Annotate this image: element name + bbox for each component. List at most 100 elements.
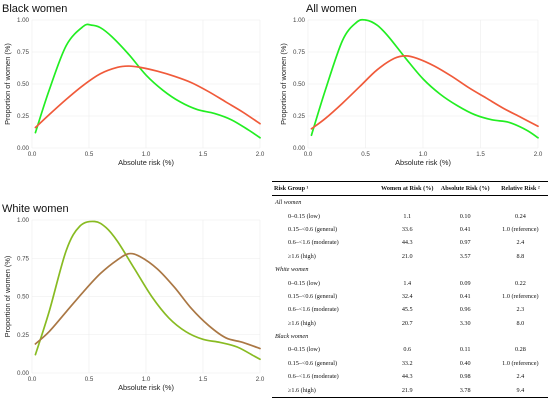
table-row: 0.6–<1.6 (moderate) 44.3 0.98 2.4 — [272, 370, 548, 383]
y-tick-label: 0.75 — [17, 255, 30, 262]
table-section-row: White women — [272, 263, 548, 276]
table-cell: 0.09 — [459, 279, 471, 287]
table-row: 0–0.15 (low) 0.6 0.11 0.28 — [272, 343, 548, 356]
chart-title: White women — [2, 203, 69, 215]
table-cell: 0.6 — [403, 346, 412, 354]
y-tick-label: 0.75 — [293, 49, 306, 56]
table-cell: 3.57 — [459, 252, 471, 260]
chart-white-women: 0.00 0.25 0.50 0.75 1.00 0.0 0.5 1.0 1.5 2.0 White… — [0, 192, 272, 403]
y-axis-label: Proportion of women (%) — [279, 43, 288, 125]
table-row: 0.6–<1.6 (moderate) 44.3 0.97 2.4 — [272, 236, 548, 249]
y-tick-label: 0.25 — [293, 113, 306, 120]
chart-svg-black-women: 0.00 0.25 0.50 0.75 1.00 0.0 0.5 1.0 1.5 2.0 Black… — [2, 3, 265, 167]
chart-title: All women — [306, 3, 357, 15]
y-tick-label: 0.00 — [17, 145, 30, 152]
chart-all-women: 0.00 0.25 0.50 0.75 1.00 0.0 0.5 1.0 1.5 2.0 All w… — [276, 0, 550, 178]
table-cell: 0.41 — [459, 292, 471, 300]
x-tick-label: 1.5 — [199, 376, 208, 383]
table-section-label: All women — [275, 199, 302, 207]
table-row: ≥1.6 (high) 21.0 3.57 8.8 — [272, 250, 548, 263]
table-section-row: All women — [272, 196, 548, 210]
series-line-2 — [310, 54, 539, 130]
series-line-2 — [34, 65, 261, 129]
chart-black-women: 0.00 0.25 0.50 0.75 1.00 0.0 0.5 1.0 1.5 2.0 Black… — [0, 0, 272, 178]
table-cell: 21.0 — [401, 252, 413, 260]
y-tick-label: 0.25 — [17, 113, 30, 120]
table-row: 0.15–<0.6 (general) 32.4 0.41 1.0 (referenc… — [272, 290, 548, 303]
table-cell: 0.15–<0.6 (general) — [288, 359, 338, 367]
series-line-1 — [34, 23, 261, 139]
y-tick-label: 0.50 — [17, 81, 30, 88]
table-cell: ≥1.6 (high) — [288, 319, 316, 327]
column-header: Relative Risk ² — [492, 181, 548, 196]
table-cell: 20.7 — [401, 319, 413, 327]
table-row: ≥1.6 (high) 21.9 3.78 9.4 — [272, 383, 548, 398]
chart-svg-all-women: 0.00 0.25 0.50 0.75 1.00 0.0 0.5 1.0 1.5 2.0 All w… — [279, 3, 543, 167]
series-line-1 — [310, 18, 539, 139]
table-cell: 1.0 (reference) — [502, 225, 539, 233]
table-row: 0–0.15 (low) 1.4 0.09 0.22 — [272, 276, 548, 289]
table-cell: 9.4 — [492, 383, 548, 398]
series-line-2 — [34, 252, 261, 350]
table-cell: 0–0.15 (low) — [288, 346, 320, 354]
table-cell: 2.4 — [516, 239, 525, 247]
table-cell: 0.15–<0.6 (general) — [288, 225, 338, 233]
table-cell: 0.97 — [459, 239, 471, 247]
x-tick-label: 0.5 — [361, 151, 370, 158]
table-cell: 1.4 — [403, 279, 412, 287]
y-tick-label: 0.00 — [17, 370, 30, 377]
x-tick-label: 1.0 — [419, 151, 428, 158]
chart-svg-white-women: 0.00 0.25 0.50 0.75 1.00 0.0 0.5 1.0 1.5 2.0 White… — [2, 203, 265, 392]
table-cell: 0.6–<1.6 (moderate) — [288, 239, 339, 247]
x-axis-label: Absolute risk (%) — [118, 158, 174, 167]
table-section-row: Black women — [272, 330, 548, 343]
table-cell: 8.8 — [516, 252, 525, 260]
table-cell: 2.3 — [516, 306, 525, 314]
table-row: 0–0.15 (low) 1.1 0.10 0.24 — [272, 209, 548, 222]
table-row: ≥1.6 (high) 20.7 3.30 8.0 — [272, 317, 548, 330]
table-header-row: Risk Group ¹ Women at Risk (%) Absolute … — [272, 181, 548, 196]
column-header: Absolute Risk (%) — [437, 181, 493, 196]
x-axis-label: Absolute risk (%) — [118, 383, 174, 392]
table-cell: 0.22 — [514, 279, 526, 287]
table-row: 0.15–<0.6 (general) 33.6 0.41 1.0 (referenc… — [272, 223, 548, 236]
table-cell: 0–0.15 (low) — [288, 212, 320, 220]
table-cell: 32.4 — [401, 292, 413, 300]
table-cell: 33.6 — [401, 225, 413, 233]
column-header: Risk Group ¹ — [272, 181, 377, 196]
y-tick-label: 0.50 — [293, 81, 306, 88]
table-cell: 44.3 — [401, 239, 413, 247]
y-tick-label: 1.00 — [293, 17, 306, 24]
y-tick-label: 1.00 — [17, 17, 30, 24]
y-tick-label: 0.75 — [17, 49, 30, 56]
table-cell: 0.96 — [459, 306, 471, 314]
table-cell: 0–0.15 (low) — [288, 279, 320, 287]
table-cell: ≥1.6 (high) — [288, 252, 316, 260]
x-tick-label: 2.0 — [256, 151, 265, 158]
x-tick-label: 2.0 — [256, 376, 265, 383]
table-cell: 3.30 — [459, 319, 471, 327]
table-cell: 3.78 — [437, 383, 493, 398]
table-cell: 0.41 — [459, 225, 471, 233]
x-tick-label: 0.5 — [85, 151, 94, 158]
table-row: 0.6–<1.6 (moderate) 45.5 0.96 2.3 — [272, 303, 548, 316]
x-tick-label: 1.5 — [476, 151, 485, 158]
table-cell: 44.3 — [401, 373, 413, 381]
table-cell: 0.98 — [459, 373, 471, 381]
table-cell: 1.1 — [403, 212, 412, 220]
x-tick-label: 0.0 — [28, 376, 37, 383]
table-cell: 0.28 — [514, 346, 526, 354]
table-cell: ≥1.6 (high) — [272, 383, 377, 398]
x-tick-label: 1.0 — [142, 151, 151, 158]
series-line-1 — [34, 220, 261, 361]
table-cell: 1.0 (reference) — [502, 292, 539, 300]
table-cell: 0.15–<0.6 (general) — [288, 292, 338, 300]
table-cell: 0.6–<1.6 (moderate) — [288, 306, 339, 314]
risk-table-grid: Risk Group ¹ Women at Risk (%) Absolute … — [272, 181, 548, 398]
table-section-label: White women — [275, 266, 309, 274]
y-axis-label: Proportion of women (%) — [3, 256, 12, 338]
x-tick-label: 0.5 — [85, 376, 94, 383]
table-cell: 0.10 — [459, 212, 471, 220]
x-tick-label: 1.0 — [142, 376, 151, 383]
y-tick-label: 0.25 — [17, 332, 30, 339]
